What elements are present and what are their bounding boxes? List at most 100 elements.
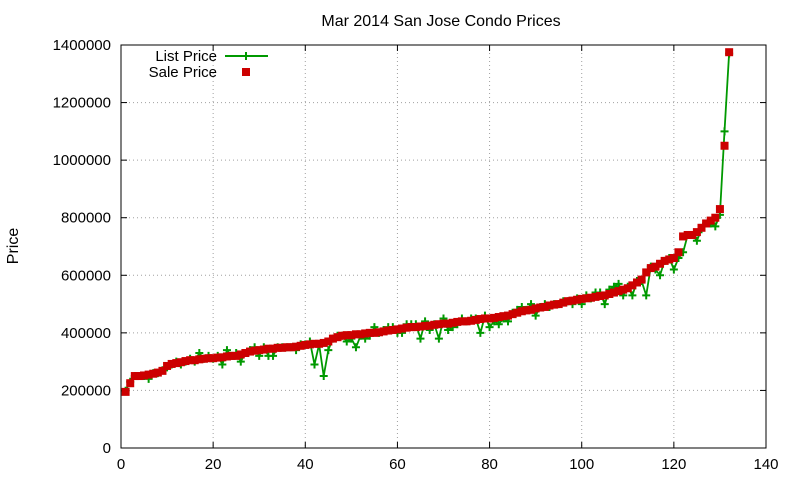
sale-price-point xyxy=(296,341,305,350)
sale-price-point xyxy=(517,307,526,316)
sale-price-point xyxy=(310,339,319,348)
list-price-point xyxy=(614,279,623,288)
list-price-point xyxy=(351,343,360,352)
sale-price-point xyxy=(172,359,181,368)
sale-price-point xyxy=(540,302,549,311)
sale-price-point xyxy=(665,255,674,264)
sale-price-point xyxy=(135,372,144,381)
x-tick-label: 20 xyxy=(205,456,222,473)
sale-price-point xyxy=(586,293,595,302)
sale-price-point xyxy=(370,328,379,337)
legend: List Price Sale Price xyxy=(149,48,268,81)
sale-price-point xyxy=(351,330,360,339)
y-tick-label: 1400000 xyxy=(53,37,111,54)
list-price-point xyxy=(720,127,729,136)
sale-price-point xyxy=(315,339,324,348)
sale-price-point xyxy=(702,219,711,228)
sale-price-point xyxy=(301,340,310,349)
sale-price-point xyxy=(554,300,563,309)
sale-price-point xyxy=(679,232,688,241)
sale-price-point xyxy=(536,303,545,312)
sale-price-point xyxy=(255,346,264,355)
sale-price-point xyxy=(163,361,172,370)
sale-price-point xyxy=(697,223,706,232)
sale-price-point xyxy=(158,366,167,375)
sale-price-point xyxy=(656,259,665,268)
sale-price-point xyxy=(347,331,356,340)
sale-price-point xyxy=(651,262,660,271)
list-price-point xyxy=(416,334,425,343)
sale-price-point xyxy=(121,387,130,396)
list-price-point xyxy=(711,222,720,231)
sale-price-point xyxy=(204,354,213,363)
legend-label-list-price: List Price xyxy=(155,48,217,65)
list-price-point xyxy=(269,351,278,360)
sale-price-point xyxy=(236,350,245,359)
list-price-point xyxy=(494,320,503,329)
sale-price-point xyxy=(513,308,522,317)
y-tick-label: 400000 xyxy=(61,325,111,342)
sale-price-point xyxy=(388,325,397,334)
sale-price-point xyxy=(319,338,328,347)
sale-price-point xyxy=(232,351,241,360)
sale-price-point xyxy=(241,349,250,358)
list-price-point xyxy=(656,271,665,280)
sale-price-point xyxy=(485,314,494,323)
sale-price-point xyxy=(476,315,485,324)
sale-price-point xyxy=(605,289,614,298)
sale-price-point xyxy=(209,354,218,363)
x-tick-label: 120 xyxy=(661,456,686,473)
sale-price-point xyxy=(398,324,407,333)
sale-price-point xyxy=(227,351,236,360)
sale-price-point xyxy=(637,275,646,284)
sale-price-point xyxy=(462,317,471,326)
sale-price-point xyxy=(457,317,466,326)
sale-price-point xyxy=(692,228,701,237)
series-layer xyxy=(121,48,734,396)
sale-price-point xyxy=(619,285,628,294)
chart-title: Mar 2014 San Jose Condo Prices xyxy=(321,13,560,30)
sale-price-point xyxy=(550,300,559,309)
sale-price-point xyxy=(573,295,582,304)
sale-price-point xyxy=(328,334,337,343)
sale-price-point xyxy=(181,357,190,366)
y-tick-label: 1200000 xyxy=(53,95,111,112)
y-axis-label: Price xyxy=(5,228,22,265)
plot-frame xyxy=(120,44,767,449)
sale-price-point xyxy=(342,331,351,340)
sale-price-point xyxy=(720,141,729,150)
list-price-point xyxy=(531,311,540,320)
sale-price-point xyxy=(545,301,554,310)
sale-price-point xyxy=(199,354,208,363)
sale-price-point xyxy=(591,292,600,301)
sale-price-point xyxy=(444,319,453,328)
sale-price-point xyxy=(149,369,158,378)
sale-price-point xyxy=(499,312,508,321)
legend-label-sale-price: Sale Price xyxy=(149,64,217,81)
sale-price-point xyxy=(674,248,683,257)
sale-price-point xyxy=(563,297,572,306)
x-tick-label: 100 xyxy=(569,456,594,473)
x-tick-label: 80 xyxy=(481,456,498,473)
sale-price-point xyxy=(195,355,204,364)
sale-price-point xyxy=(411,323,420,332)
sale-price-point xyxy=(623,284,632,293)
sale-price-point xyxy=(292,342,301,351)
sale-price-point xyxy=(416,322,425,331)
sale-price-point xyxy=(596,292,605,301)
y-tick-label: 600000 xyxy=(61,267,111,284)
sale-price-point xyxy=(278,343,287,352)
sale-price-point xyxy=(669,254,678,263)
sale-price-point xyxy=(324,337,333,346)
sale-price-point xyxy=(725,48,734,57)
sale-price-point xyxy=(425,321,434,330)
sale-price-point xyxy=(273,343,282,352)
sale-price-point xyxy=(646,264,655,273)
sale-price-point xyxy=(504,311,512,320)
sale-price-point xyxy=(642,268,651,277)
sale-price-point xyxy=(614,287,623,296)
sale-price-point xyxy=(467,316,476,325)
sale-price-point xyxy=(711,213,720,222)
sale-price-point xyxy=(434,320,443,329)
sale-price-point xyxy=(522,306,531,315)
